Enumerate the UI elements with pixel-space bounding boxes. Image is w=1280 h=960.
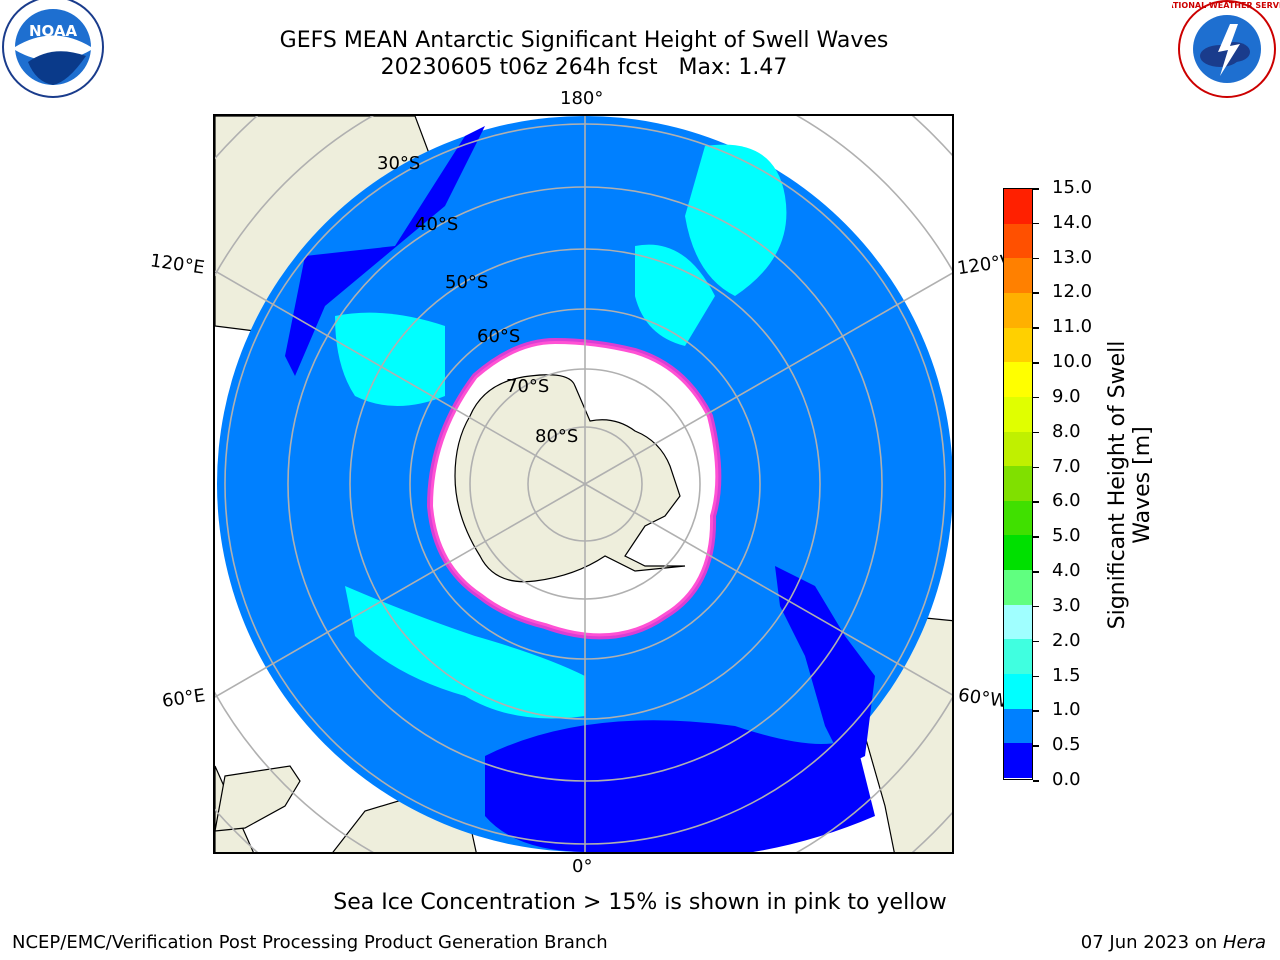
colorbar-tick-label: 1.0 <box>1052 699 1081 721</box>
antarctica <box>454 374 686 583</box>
colorbar-tick <box>1033 222 1039 225</box>
colorbar-segment <box>1004 258 1032 293</box>
colorbar-tick <box>1033 292 1039 294</box>
madagascar-region <box>215 765 301 832</box>
colorbar-segment <box>1004 639 1032 675</box>
lat-label-50s: 50°S <box>445 272 488 293</box>
colorbar-tick <box>1033 362 1039 364</box>
colorbar-segment <box>1004 292 1032 328</box>
colorbar-tick <box>1033 640 1039 643</box>
lon-label-lower-left: 60°E <box>160 685 207 712</box>
colorbar-tick <box>1033 188 1039 190</box>
colorbar-tick <box>1033 327 1039 329</box>
run-date-text: 07 Jun 2023 on <box>1080 932 1223 953</box>
lat-label-40s: 40°S <box>415 214 458 235</box>
noaa-logo: NOAA <box>0 0 108 102</box>
colorbar-tick <box>1033 396 1039 399</box>
nws-logo: NATIONAL WEATHER SERVICE <box>1161 0 1280 104</box>
colorbar-segment <box>1004 743 1032 778</box>
low-swell-aus <box>285 126 485 376</box>
colorbar-tick-label: 5.0 <box>1052 525 1081 547</box>
sea-ice-caption: Sea Ice Concentration > 15% is shown in … <box>333 890 947 915</box>
run-date: 07 Jun 2023 on Hera <box>1081 932 1266 953</box>
colorbar-tick <box>1033 780 1039 782</box>
colorbar-tick-label: 12.0 <box>1052 281 1093 303</box>
low-swell-region <box>485 720 875 852</box>
lat-label-30s: 30°S <box>377 153 420 174</box>
colorbar-tick <box>1033 536 1039 538</box>
run-machine: Hera <box>1222 932 1266 953</box>
colorbar-segment <box>1004 431 1032 467</box>
colorbar-segment <box>1004 708 1032 744</box>
producer-credit: NCEP/EMC/Verification Post Processing Pr… <box>12 932 608 953</box>
colorbar-tick-label: 8.0 <box>1052 420 1081 442</box>
colorbar-tick-label: 15.0 <box>1052 177 1093 198</box>
colorbar-segment <box>1004 396 1032 432</box>
colorbar-tick <box>1033 257 1039 260</box>
colorbar-tick-label: 1.5 <box>1052 664 1081 686</box>
colorbar-tick-label: 4.0 <box>1052 560 1081 582</box>
colorbar-tick <box>1033 675 1039 678</box>
mid-swell-region-4 <box>635 244 715 346</box>
colorbar-tick-label: 7.0 <box>1052 455 1081 477</box>
mid-swell-region-1 <box>345 586 585 719</box>
lat-label-70s: 70°S <box>506 376 549 397</box>
nws-logo-text: NATIONAL WEATHER SERVICE <box>1172 1 1280 10</box>
colorbar-tick <box>1033 466 1039 469</box>
lon-label-upper-left: 120°E <box>148 250 206 279</box>
colorbar-tick-label: 9.0 <box>1052 385 1081 407</box>
colorbar-tick <box>1033 431 1039 434</box>
noaa-logo-text: NOAA <box>29 22 78 40</box>
lon-label-top: 180° <box>560 88 604 109</box>
colorbar-segment <box>1004 466 1032 501</box>
colorbar-segment <box>1004 327 1032 363</box>
colorbar-segment <box>1004 570 1032 605</box>
mid-swell-region-2 <box>335 312 445 406</box>
chart-subtitle: 20230605 t06z 264h fcst Max: 1.47 <box>380 55 788 80</box>
colorbar-tick-label: 0.0 <box>1052 769 1081 790</box>
colorbar-segment <box>1004 223 1032 259</box>
colorbar-segment <box>1004 674 1032 709</box>
colorbar-tick <box>1033 571 1039 573</box>
chart-title: GEFS MEAN Antarctic Significant Height o… <box>279 28 889 53</box>
colorbar-tick-label: 2.0 <box>1052 629 1081 651</box>
colorbar-title-line1: Significant Height of Swell <box>1105 340 1130 630</box>
colorbar-title-line2: Waves [m] <box>1130 426 1155 544</box>
colorbar <box>1003 188 1033 780</box>
lon-label-bottom: 0° <box>572 856 593 877</box>
colorbar-tick-label: 14.0 <box>1052 211 1093 233</box>
colorbar-tick-label: 0.5 <box>1052 734 1081 756</box>
colorbar-tick <box>1033 745 1039 747</box>
colorbar-segment <box>1004 362 1032 397</box>
lat-label-80s: 80°S <box>535 426 578 447</box>
colorbar-segment <box>1004 189 1032 224</box>
low-swell-sa <box>775 566 875 766</box>
colorbar-tick-label: 3.0 <box>1052 594 1081 616</box>
colorbar-title: Significant Height of Swell Waves [m] <box>1105 341 1155 630</box>
polar-map: 30°S 40°S 50°S 60°S 70°S 80°S <box>213 114 954 854</box>
colorbar-segment <box>1004 535 1032 571</box>
colorbar-tick <box>1033 501 1039 503</box>
colorbar-tick <box>1033 605 1039 608</box>
colorbar-tick-label: 6.0 <box>1052 490 1081 512</box>
lon-label-lower-right: 60°W <box>956 684 1009 713</box>
colorbar-tick-label: 11.0 <box>1052 316 1093 338</box>
mid-swell-region-3 <box>685 144 787 296</box>
colorbar-segment <box>1004 500 1032 536</box>
colorbar-tick-label: 10.0 <box>1052 351 1093 373</box>
colorbar-tick <box>1033 710 1039 712</box>
colorbar-segment <box>1004 604 1032 640</box>
lat-label-60s: 60°S <box>477 326 520 347</box>
colorbar-tick-label: 13.0 <box>1052 246 1093 268</box>
